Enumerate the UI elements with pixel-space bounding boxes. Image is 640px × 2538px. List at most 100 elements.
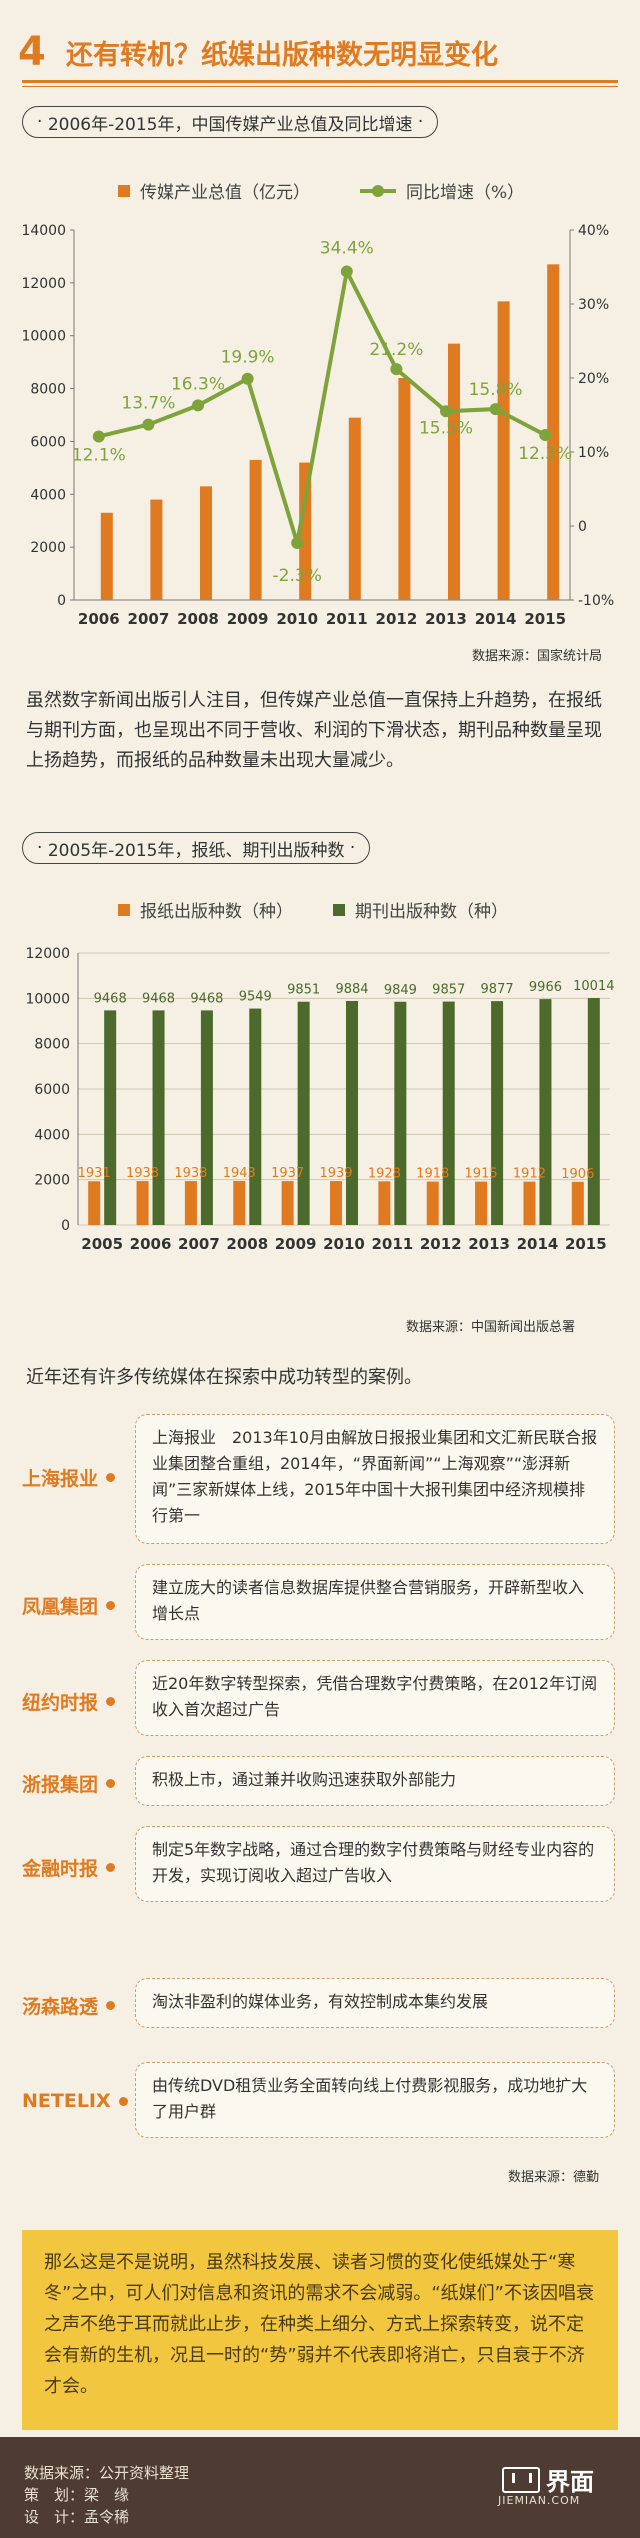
newspaper-label: 1938 [174, 1166, 207, 1181]
bar-media-value [150, 499, 163, 600]
growth-label: 15.8% [469, 380, 523, 400]
case-description: 积极上市，通过兼并收购迅速获取外部能力 [135, 1756, 615, 1806]
x-tick-label: 2011 [371, 1235, 413, 1253]
growth-label: 12.3% [518, 444, 572, 464]
magazine-label: 9468 [94, 991, 127, 1006]
x-tick-label: 2007 [178, 1235, 220, 1253]
case-name: 上海报业 [22, 1464, 116, 1491]
bar-magazine [152, 1010, 165, 1225]
growth-point [390, 363, 403, 376]
y-tick-label-left: 8000 [30, 382, 66, 398]
bar-newspaper [475, 1181, 488, 1225]
x-tick-label: 2015 [565, 1235, 607, 1253]
jiemian-logo-icon [502, 2466, 540, 2493]
growth-point [142, 418, 155, 431]
magazine-label: 9877 [481, 982, 514, 997]
bar-newspaper [571, 1181, 584, 1225]
x-tick-label: 2010 [323, 1235, 365, 1253]
growth-point [241, 372, 254, 385]
footer-data-source: 数据来源：公开资料整理 [24, 2464, 190, 2482]
x-tick-label: 2005 [81, 1235, 123, 1253]
bar-newspaper [378, 1181, 391, 1225]
y-tick-label-left: 6000 [30, 434, 66, 450]
chart2-svg: 0 2000 4000 6000 8000 10000 12000 1931 9468 2005 1… [25, 946, 614, 1253]
case-description: 由传统DVD租赁业务全面转向线上付费影视服务，成功地扩大了用户群 [135, 2062, 615, 2138]
y-tick-label-left: 2000 [30, 540, 66, 556]
case-name: 纽约时报 [22, 1688, 116, 1715]
cases-source: 数据来源：德勤 [508, 2170, 600, 2185]
section-number: 4 [18, 29, 46, 75]
bar-newspaper [233, 1180, 246, 1225]
chart1-legend: 传媒产业总值（亿元） 同比增速（%） [118, 178, 524, 203]
legend-newspaper-swatch [118, 903, 130, 916]
y-tick-label: 4000 [34, 1127, 70, 1143]
magazine-label: 9549 [239, 990, 272, 1005]
magazine-label: 9966 [529, 980, 562, 995]
y-tick-label-right: 20% [578, 371, 609, 387]
bar-newspaper [330, 1181, 342, 1225]
magazine-label: 9857 [432, 983, 465, 998]
growth-label: 12.1% [72, 445, 126, 465]
x-tick-label: 2006 [130, 1235, 172, 1253]
growth-label: 34.4% [320, 238, 374, 258]
legend-item-growth: 同比增速（%） [406, 183, 525, 203]
chart1-title-text: 2006年-2015年，中国传媒产业总值及同比增速 [47, 114, 413, 135]
x-tick-label: 2010 [276, 610, 318, 628]
y-tick-label-right: 0 [578, 519, 587, 535]
logo-text-en: JIEMIAN.COM [498, 2494, 581, 2507]
y-tick-label-left: 0 [57, 593, 66, 609]
x-tick-label: 2012 [376, 610, 418, 628]
newspaper-label: 1939 [319, 1166, 352, 1181]
newspaper-label: 1943 [223, 1166, 256, 1181]
bar-newspaper [281, 1181, 294, 1225]
section-title: 还有转机？纸媒出版种数无明显变化 [66, 39, 498, 71]
bar-magazine [297, 1001, 310, 1225]
bar-magazine [249, 1008, 262, 1225]
growth-label: -2.3% [273, 566, 322, 586]
case-name: 凤凰集团 [22, 1592, 116, 1619]
growth-point [440, 405, 452, 418]
bullet-dot [106, 1863, 116, 1872]
bar-newspaper [184, 1181, 197, 1225]
jiemian-logo[interactable]: 界面 [502, 2462, 594, 2497]
x-tick-label: 2015 [524, 610, 566, 628]
bullet-dot [106, 1601, 116, 1610]
bullet-dot [118, 2096, 128, 2106]
bar-media-value [497, 301, 510, 600]
bar-magazine [442, 1001, 455, 1225]
y-tick-label-right: 10% [578, 445, 609, 461]
x-tick-label: 2014 [517, 1235, 559, 1253]
bar-media-value [299, 462, 312, 600]
bar-magazine [491, 1001, 504, 1225]
x-tick-label: 2013 [468, 1235, 510, 1253]
x-tick-label: 2009 [227, 610, 269, 628]
logo-text-cn: 界面 [546, 2468, 594, 2496]
newspaper-label: 1912 [513, 1167, 546, 1182]
x-tick-label: 2009 [275, 1235, 317, 1253]
case-description: 制定5年数字战略，通过合理的数字付费策略与财经专业内容的开发，实现订阅收入超过广… [135, 1826, 615, 1902]
chart2-title-text: 2005年-2015年，报纸、期刊出版种数 [47, 840, 345, 861]
bar-newspaper [136, 1181, 149, 1225]
bullet-dot [106, 1697, 116, 1706]
y-tick-label-left: 4000 [30, 487, 66, 503]
y-tick-label-left: 10000 [21, 329, 66, 345]
case-name: NETELIX [22, 2090, 128, 2112]
y-tick-label: 12000 [25, 946, 70, 962]
y-tick-label-left: 14000 [21, 223, 66, 239]
legend-orange-swatch [118, 184, 130, 197]
x-tick-label: 2014 [475, 610, 517, 628]
x-tick-label: 2006 [78, 610, 120, 628]
footer-designer: 设 计：孟令稀 [24, 2508, 130, 2526]
bar-media-value [547, 264, 560, 600]
x-tick-label: 2008 [177, 610, 219, 628]
case-description: 近20年数字转型探索，凭借合理数字付费策略，在2012年订阅收入首次超过广告 [135, 1660, 615, 1736]
bullet-dot [106, 1473, 116, 1482]
y-tick-label-right: 30% [578, 297, 609, 313]
bar-magazine [200, 1010, 213, 1225]
growth-label: 19.9% [221, 348, 275, 368]
growth-point [340, 265, 353, 278]
newspaper-label: 1915 [465, 1167, 498, 1182]
chart1-svg: 0 2000 4000 6000 8000 10000 12000 14000 -10% 0 10%… [21, 223, 614, 628]
growth-point [291, 537, 304, 550]
growth-point [539, 428, 552, 441]
